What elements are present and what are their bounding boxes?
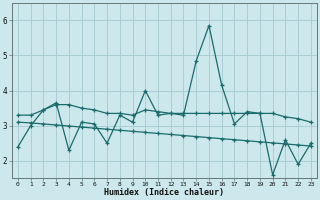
X-axis label: Humidex (Indice chaleur): Humidex (Indice chaleur) [104,188,224,197]
